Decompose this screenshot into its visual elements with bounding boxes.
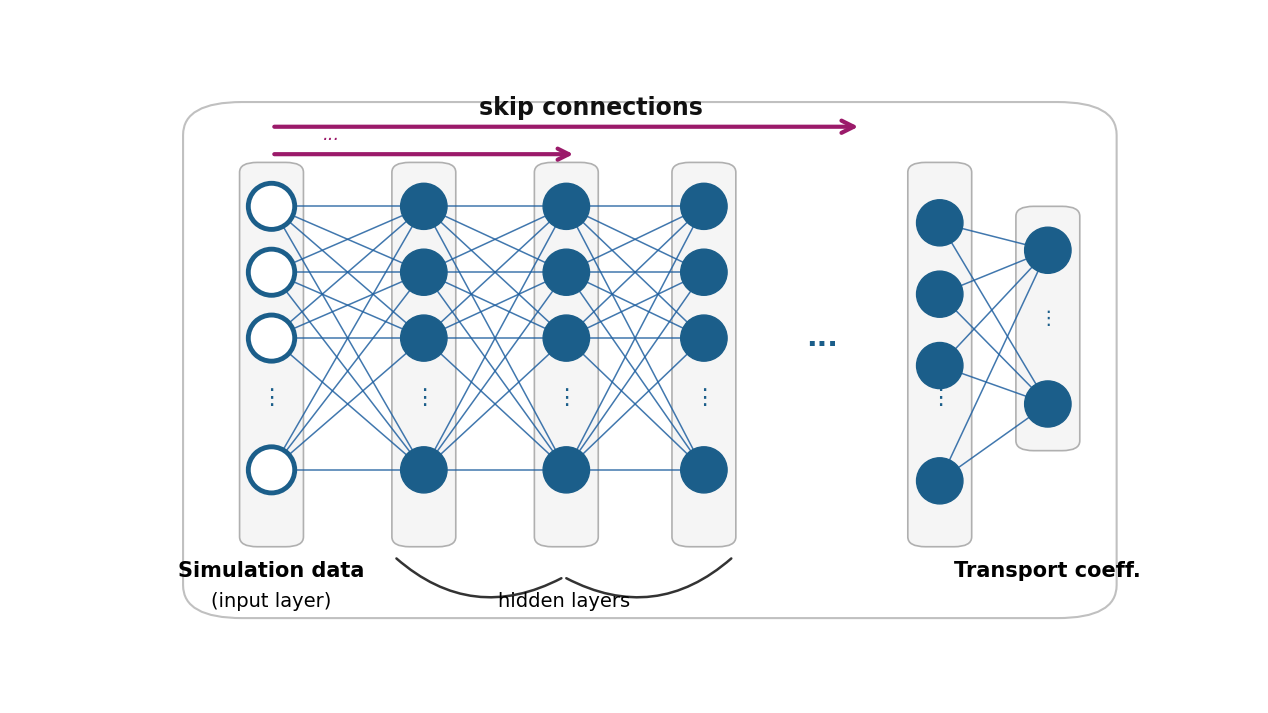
Text: Simulation data: Simulation data: [179, 561, 365, 581]
Ellipse shape: [543, 183, 590, 230]
FancyBboxPatch shape: [672, 163, 735, 547]
Text: ⋮: ⋮: [412, 389, 435, 409]
Ellipse shape: [543, 249, 590, 295]
Text: ⋮: ⋮: [692, 389, 715, 409]
Ellipse shape: [401, 315, 448, 361]
Text: skip connections: skip connections: [479, 96, 702, 120]
FancyBboxPatch shape: [1016, 206, 1080, 451]
Ellipse shape: [681, 447, 727, 493]
Text: ...: ...: [806, 324, 838, 352]
FancyBboxPatch shape: [392, 163, 455, 547]
Text: ⋮: ⋮: [1038, 309, 1058, 329]
FancyBboxPatch shape: [240, 163, 303, 547]
Ellipse shape: [681, 183, 727, 230]
Text: Transport coeff.: Transport coeff.: [955, 561, 1141, 581]
FancyBboxPatch shape: [534, 163, 598, 547]
Ellipse shape: [917, 458, 962, 504]
Text: (input layer): (input layer): [212, 592, 332, 611]
Text: ···: ···: [322, 131, 339, 150]
Text: ⋮: ⋮: [555, 389, 577, 409]
Ellipse shape: [1025, 227, 1071, 273]
Ellipse shape: [401, 249, 448, 295]
Ellipse shape: [1025, 381, 1071, 427]
Text: ⋮: ⋮: [260, 389, 283, 409]
Ellipse shape: [249, 249, 294, 295]
Ellipse shape: [249, 183, 294, 230]
Ellipse shape: [917, 342, 962, 389]
Ellipse shape: [543, 447, 590, 493]
Ellipse shape: [249, 315, 294, 361]
FancyBboxPatch shape: [908, 163, 971, 547]
Text: ⋮: ⋮: [928, 389, 951, 409]
Ellipse shape: [401, 183, 448, 230]
FancyBboxPatch shape: [183, 102, 1117, 618]
Ellipse shape: [917, 200, 962, 246]
Ellipse shape: [543, 315, 590, 361]
Ellipse shape: [681, 249, 727, 295]
Ellipse shape: [401, 447, 448, 493]
Ellipse shape: [249, 447, 294, 493]
Text: hidden layers: hidden layers: [498, 592, 630, 611]
Ellipse shape: [681, 315, 727, 361]
Ellipse shape: [917, 271, 962, 317]
